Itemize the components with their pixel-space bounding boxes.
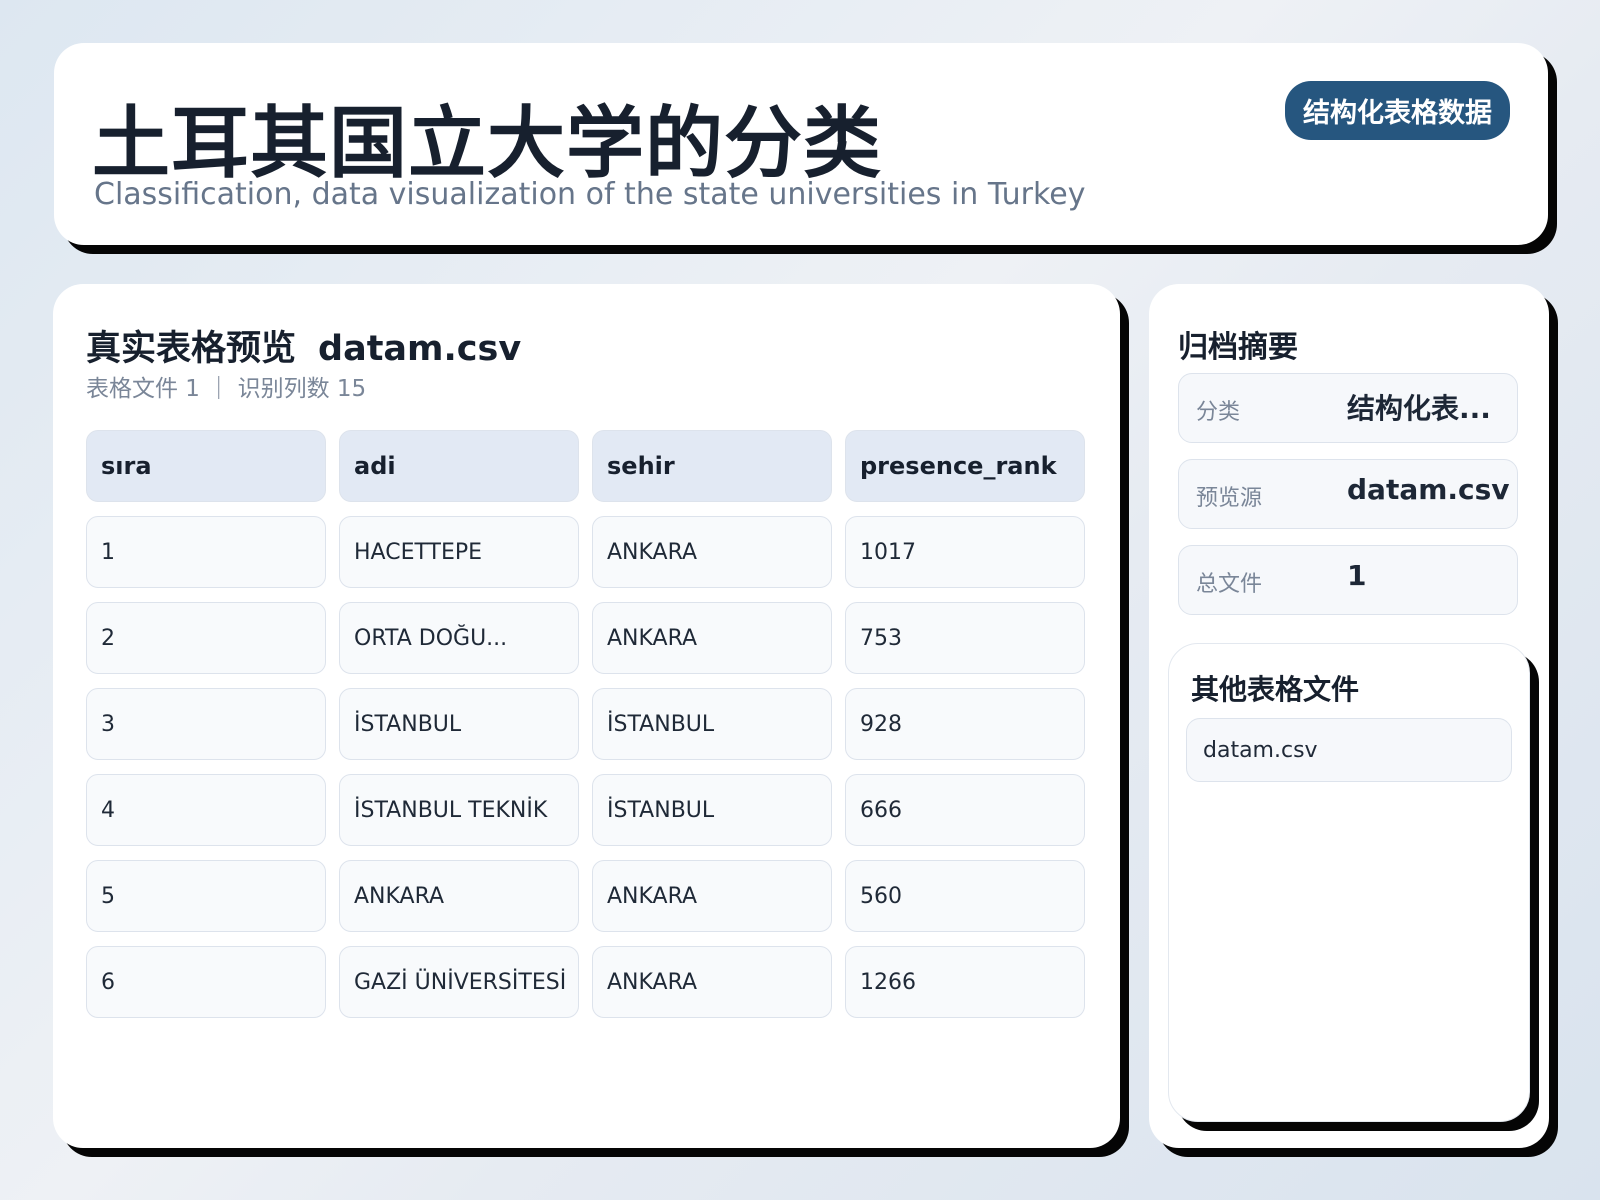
summary-card: 归档摘要 其他表格文件 datam.csv 分类 结构化表... 预览源 datam.… [1149,284,1549,1148]
table-cell: GAZİ ÜNİVERSİTESİ [339,946,579,1018]
column-header: sehir [592,430,832,502]
table-cell: 5 [86,860,326,932]
table-cell: ANKARA [592,946,832,1018]
table-cell: ANKARA [592,602,832,674]
summary-title: 归档摘要 [1178,330,1298,365]
table-cell: İSTANBUL [592,688,832,760]
table-cell: 560 [845,860,1085,932]
file-item: datam.csv [1186,718,1512,782]
column-header: sıra [86,430,326,502]
table-cell: 928 [845,688,1085,760]
table-cell: İSTANBUL [339,688,579,760]
table-cell: 753 [845,602,1085,674]
table-cell: İSTANBUL TEKNİK [339,774,579,846]
other-files-title: 其他表格文件 [1191,673,1360,706]
summary-item: 分类 结构化表... [1178,373,1518,443]
preview-heading: 真实表格预览 datam.csv [86,320,521,371]
summary-value: 1 [1347,559,1367,592]
table-cell: 666 [845,774,1085,846]
summary-value: 结构化表... [1347,392,1491,425]
preview-meta: 表格文件 1 ｜ 识别列数 15 [86,376,367,402]
header-card: 土耳其国立大学的分类 Classification, data visualiz… [54,43,1548,245]
preview-file: datam.csv [318,329,522,369]
summary-label: 分类 [1196,400,1241,425]
table-cell: ANKARA [592,516,832,588]
table-cell: 1266 [845,946,1085,1018]
summary-item: 预览源 datam.csv [1178,459,1518,529]
table-cell: İSTANBUL [592,774,832,846]
badge: 结构化表格数据 [1285,81,1510,140]
summary-label: 预览源 [1196,486,1263,511]
column-header: adi [339,430,579,502]
page-title: 土耳其国立大学的分类 [92,99,883,189]
table-cell: 1017 [845,516,1085,588]
table-cell: 1 [86,516,326,588]
table-cell: 6 [86,946,326,1018]
page-subtitle: Classification, data visualization of th… [94,177,1086,212]
summary-value: datam.csv [1347,473,1510,506]
table-cell: ORTA DOĞU... [339,602,579,674]
table-cell: ANKARA [592,860,832,932]
summary-item: 总文件 1 [1178,545,1518,615]
table-cell: HACETTEPE [339,516,579,588]
table-cell: 4 [86,774,326,846]
column-header: presence_rank [845,430,1085,502]
other-files-card: 其他表格文件 datam.csv [1168,643,1530,1122]
summary-label: 总文件 [1196,572,1263,597]
preview-title: 真实表格预览 [86,329,297,369]
preview-card: 真实表格预览 datam.csv 表格文件 1 ｜ 识别列数 15 ﻿sıra ad… [53,284,1120,1148]
table-cell: ANKARA [339,860,579,932]
table-cell: 3 [86,688,326,760]
table-cell: 2 [86,602,326,674]
